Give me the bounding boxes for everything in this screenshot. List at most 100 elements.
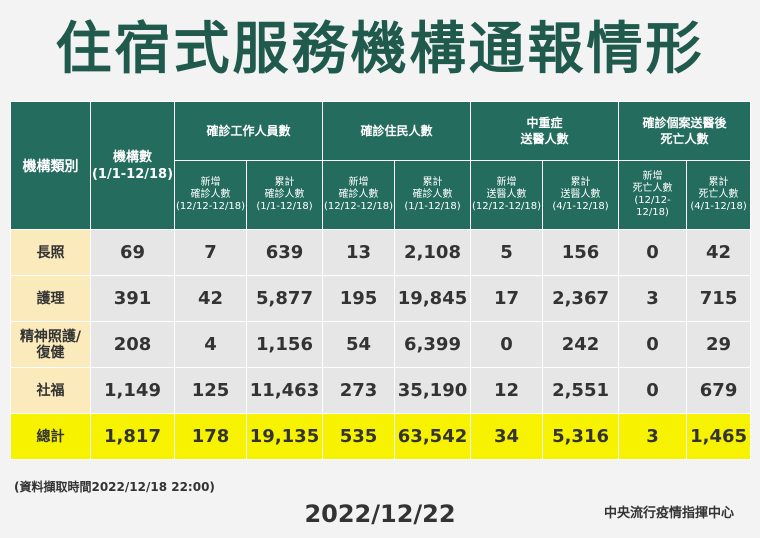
value-cell: 2,108: [394, 229, 472, 276]
header-subcolumn: 累計 送醫人數 (4/1-12/18): [542, 160, 620, 230]
cell-text-line: 確診人數: [338, 189, 379, 200]
row-label: 精神照護/復健: [10, 321, 91, 368]
cell-text-line: 護理: [36, 290, 65, 307]
value-cell: 19,135: [245, 413, 324, 460]
cell-text-line: (1/1-12/18): [91, 166, 174, 182]
value-cell: 242: [542, 321, 620, 368]
value-cell: 29: [686, 321, 752, 368]
header-subcolumn: 累計 確診人數 (1/1-12/18): [245, 160, 324, 230]
header-subcolumn: 新增 確診人數 (12/12-12/18): [174, 160, 247, 230]
value-cell: 1,156: [245, 321, 324, 368]
value-cell: 391: [90, 275, 175, 322]
cell-text-line: 確診住民人數: [360, 124, 433, 138]
table-row: 長照 69 7 639 13 2,108 5 156 0 42: [10, 229, 752, 276]
table-row: 精神照護/復健 208 4 1,156 54 6,399 0 242 0 29: [10, 321, 752, 368]
cell-text-line: 確診人數: [264, 189, 305, 200]
value-cell: 715: [686, 275, 752, 322]
cell-text-line: 累計: [708, 177, 729, 188]
table-total-row: 總計 1,817 178 19,135 535 63,542 34 5,316 3 1,465: [10, 413, 752, 460]
value-cell: 5,877: [245, 275, 324, 322]
header-group: 中重症 送醫人數: [470, 101, 620, 161]
value-cell: 69: [90, 229, 175, 276]
cell-text-line: (4/1-12/18): [552, 201, 609, 212]
value-cell: 2,367: [542, 275, 620, 322]
header-subcolumn: 新增 確診人數 (12/12-12/18): [322, 160, 396, 230]
cell-text-line: 死亡人數: [632, 183, 673, 194]
cell-text-line: 復健: [36, 344, 65, 361]
cell-text-line: 確診工作人員數: [206, 124, 291, 138]
value-cell: 4: [174, 321, 247, 368]
cell-text-line: 長照: [36, 244, 65, 261]
value-cell: 7: [174, 229, 247, 276]
row-label: 長照: [10, 229, 91, 276]
cell-text-line: 精神照護/: [19, 328, 82, 345]
cell-text-line: (12/12-12/18): [634, 195, 671, 218]
value-cell: 54: [322, 321, 396, 368]
value-cell: 195: [322, 275, 396, 322]
cell-text-line: (4/1-12/18): [690, 201, 747, 212]
value-cell: 1,149: [90, 367, 175, 414]
cell-text-line: 新增: [348, 177, 369, 188]
table-row: 護理 391 42 5,877 195 19,845 17 2,367 3 715: [10, 275, 752, 322]
value-cell: 1,465: [686, 413, 752, 460]
header-category: 機構類別: [10, 101, 91, 230]
value-cell: 42: [174, 275, 247, 322]
cell-text-line: 機構數: [112, 149, 152, 165]
cell-text-line: 累計: [422, 177, 443, 188]
row-label: 護理: [10, 275, 91, 322]
cell-text-line: 累計: [570, 177, 591, 188]
value-cell: 535: [322, 413, 396, 460]
cell-text-line: 社福: [36, 382, 65, 399]
cell-text-line: 死亡人數: [660, 132, 709, 146]
cell-text-line: 新增: [496, 177, 517, 188]
value-cell: 63,542: [394, 413, 472, 460]
value-cell: 208: [90, 321, 175, 368]
cell-text-line: 確診人數: [190, 189, 231, 200]
row-label: 總計: [10, 413, 91, 460]
value-cell: 12: [470, 367, 544, 414]
value-cell: 125: [174, 367, 247, 414]
value-cell: 19,845: [394, 275, 472, 322]
cell-text-line: 新增: [200, 177, 221, 188]
value-cell: 13: [322, 229, 396, 276]
header-subcolumn: 累計 死亡人數 (4/1-12/18): [686, 160, 752, 230]
organization-name: 中央流行疫情指揮中心: [603, 506, 734, 521]
table-body: 長照 69 7 639 13 2,108 5 156 0 42 護理 391 42 5,877 195 19,…: [10, 229, 752, 460]
value-cell: 0: [618, 229, 688, 276]
header-subcolumn: 新增 送醫人數 (12/12-12/18): [470, 160, 544, 230]
cell-text-line: 送醫人數: [486, 189, 527, 200]
value-cell: 0: [470, 321, 544, 368]
cell-text-line: 中重症: [526, 116, 563, 130]
cell-text-line: 累計: [274, 177, 295, 188]
cell-text-line: (12/12-12/18): [175, 201, 246, 212]
cell-text-line: 新增: [642, 171, 663, 182]
table-header: 機構類別 機構數 (1/1-12/18) 確診工作人員數 確診住民人數 中重症 送醫人數 確診…: [10, 101, 752, 230]
value-cell: 1,817: [90, 413, 175, 460]
cell-text-line: 送醫人數: [520, 132, 569, 146]
header-group: 確診住民人數: [322, 101, 472, 161]
header-subcolumn: 新增 死亡人數 (12/12-12/18): [618, 160, 688, 230]
value-cell: 11,463: [245, 367, 324, 414]
value-cell: 34: [470, 413, 544, 460]
cell-text-line: (1/1-12/18): [404, 201, 461, 212]
value-cell: 42: [686, 229, 752, 276]
value-cell: 5,316: [542, 413, 620, 460]
row-label: 社福: [10, 367, 91, 414]
value-cell: 3: [618, 275, 688, 322]
value-cell: 639: [245, 229, 324, 276]
value-cell: 178: [174, 413, 247, 460]
data-timestamp-note: (資料擷取時間2022/12/18 22:00): [14, 480, 215, 494]
value-cell: 0: [618, 321, 688, 368]
value-cell: 3: [618, 413, 688, 460]
cell-text-line: 死亡人數: [698, 189, 739, 200]
value-cell: 6,399: [394, 321, 472, 368]
header-subcolumn: 累計 確診人數 (1/1-12/18): [394, 160, 472, 230]
value-cell: 679: [686, 367, 752, 414]
value-cell: 2,551: [542, 367, 620, 414]
header-group: 確診工作人員數: [173, 101, 324, 161]
report-table: 機構類別 機構數 (1/1-12/18) 確診工作人員數 確診住民人數 中重症 送醫人數 確診…: [10, 101, 752, 460]
cell-text-line: 確診人數: [412, 189, 453, 200]
cell-text-line: (1/1-12/18): [256, 201, 313, 212]
cell-text-line: 送醫人數: [560, 189, 601, 200]
cell-text-line: (12/12-12/18): [472, 201, 542, 212]
